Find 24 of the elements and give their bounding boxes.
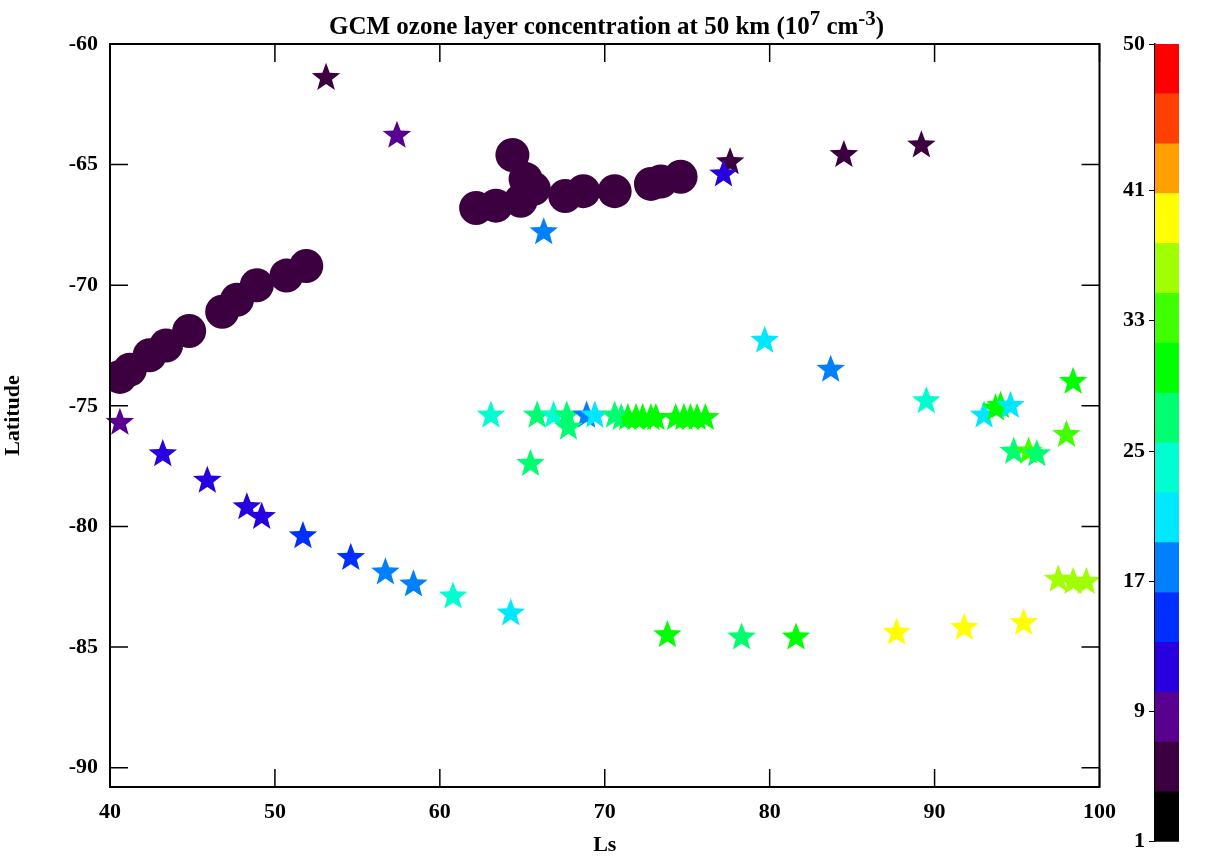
y-tick-label: -60 [68, 29, 98, 55]
x-tick-label: 40 [99, 797, 121, 823]
y-axis-title: Latitude [0, 374, 24, 456]
y-tick-label: -75 [68, 391, 98, 417]
x-tick-label: 60 [428, 797, 451, 823]
y-tick-label: -80 [68, 512, 98, 538]
x-tick-label: 50 [263, 797, 286, 823]
color-bar-label: 9 [1134, 697, 1145, 723]
x-tick-label: 80 [758, 797, 781, 823]
x-tick-label: 100 [1083, 797, 1116, 823]
y-tick-label: -65 [68, 150, 98, 176]
color-bar-label: 1 [1134, 827, 1145, 853]
color-bar-label: 33 [1123, 306, 1145, 332]
y-tick-label: -85 [68, 632, 98, 658]
y-tick-label: -70 [68, 270, 98, 296]
color-bar-label: 41 [1123, 176, 1145, 202]
color-bar-label: 17 [1123, 566, 1145, 592]
color-bar-label: 50 [1123, 29, 1145, 55]
y-tick-label: -90 [68, 753, 98, 779]
color-bar-label: 25 [1123, 436, 1145, 462]
chart-title: GCM ozone layer concentration at 50 km (10$^{7}$ cm$^{-3}$) [328, 6, 885, 41]
x-tick-label: 70 [593, 797, 616, 823]
x-tick-label: 90 [923, 797, 946, 823]
x-axis-title: Ls [593, 831, 617, 857]
